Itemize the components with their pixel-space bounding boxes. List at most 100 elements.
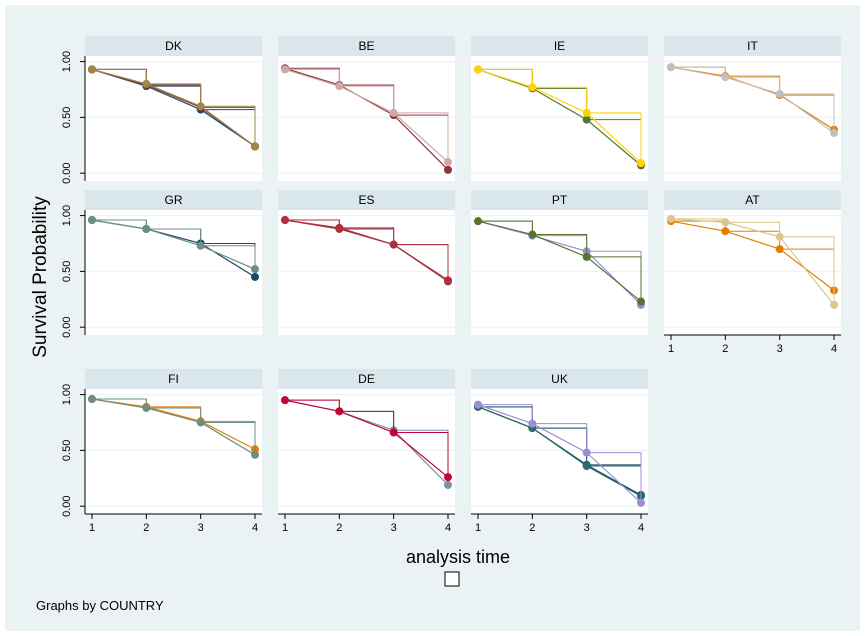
series-step-line — [92, 219, 256, 270]
panel-de: DE 1 2 3 4 — [278, 369, 455, 534]
data-point — [775, 89, 784, 98]
x-tick-label: 1 — [668, 343, 674, 355]
panel-ie: IE — [471, 36, 648, 181]
data-point — [389, 240, 398, 249]
series-step-line — [478, 404, 642, 503]
x-tick-label: 4 — [445, 522, 451, 534]
panel-title-bar — [85, 369, 262, 389]
panels: DK 0.00 0.50 1.00 BE IE IT GR 0.00 0.50 1.00 ES PT AT… — [61, 36, 841, 534]
data-point — [335, 82, 344, 91]
panel-title: AT — [745, 193, 760, 207]
series-line — [477, 404, 642, 504]
data-point — [281, 396, 289, 405]
panel-title: IE — [554, 39, 565, 53]
data-point — [637, 498, 645, 507]
graphs-by-note: Graphs by COUNTRY — [36, 598, 164, 613]
series-step-line — [671, 66, 835, 134]
data-point — [88, 216, 96, 225]
series-line — [670, 218, 835, 306]
series-line — [284, 399, 449, 478]
plot-area — [471, 389, 648, 514]
panel-at: AT 1 2 3 4 — [664, 190, 841, 355]
panel-fi: FI 0.00 0.50 1.00 1 2 3 4 — [61, 369, 262, 534]
panel-be: BE — [278, 36, 455, 181]
panel-title: UK — [551, 372, 568, 386]
data-point — [474, 217, 482, 226]
data-point — [830, 129, 838, 138]
data-point — [582, 115, 591, 124]
plot-area — [278, 210, 455, 335]
series-step-line — [285, 219, 449, 281]
data-point — [251, 450, 259, 459]
x-tick-label: 4 — [638, 522, 644, 534]
series-step-line — [285, 68, 449, 163]
y-tick-label: 1.00 — [61, 205, 73, 226]
y-axis-title: Survival Probability — [30, 196, 51, 358]
panel-title-bar — [664, 36, 841, 56]
data-point — [251, 265, 259, 274]
series-line — [284, 219, 449, 281]
legend-key-box — [444, 571, 460, 587]
data-point — [582, 462, 591, 471]
data-point — [528, 230, 537, 239]
plot-area — [85, 210, 262, 335]
y-tick-label: 0.00 — [61, 316, 73, 337]
data-point — [444, 473, 452, 482]
data-point — [637, 297, 645, 306]
panel-dk: DK 0.00 0.50 1.00 — [61, 36, 262, 184]
data-point — [142, 224, 151, 233]
panel-title-bar — [471, 36, 648, 56]
series-line — [477, 406, 642, 497]
series-step-line — [478, 220, 642, 302]
data-point — [667, 214, 675, 223]
x-tick-label: 4 — [831, 343, 837, 355]
panel-title: BE — [358, 39, 374, 53]
data-point — [389, 428, 398, 437]
x-axis-title: analysis time — [406, 547, 510, 567]
panel-title: ES — [358, 193, 374, 207]
data-point — [251, 272, 259, 281]
data-point — [721, 73, 730, 82]
data-point — [474, 400, 482, 409]
series-line — [284, 68, 449, 163]
x-tick-label: 1 — [282, 522, 288, 534]
series-step-line — [478, 68, 642, 164]
panel-uk: UK 1 2 3 4 — [471, 369, 648, 534]
series-line — [91, 219, 256, 270]
y-tick-label: 0.50 — [61, 107, 73, 128]
panel-title-bar — [85, 190, 262, 210]
series-step-line — [285, 399, 449, 478]
panel-title-bar — [471, 190, 648, 210]
x-tick-label: 1 — [89, 522, 95, 534]
data-point — [721, 218, 730, 227]
plot-area — [85, 389, 262, 514]
data-point — [281, 216, 289, 225]
plot-area — [471, 56, 648, 181]
series-step-line — [92, 68, 256, 147]
panel-title-bar — [278, 369, 455, 389]
data-point — [830, 300, 838, 309]
panel-es: ES — [278, 190, 455, 335]
data-point — [444, 276, 452, 285]
data-point — [528, 419, 537, 428]
panel-title-bar — [471, 369, 648, 389]
panel-title-bar — [85, 36, 262, 56]
panel-title: GR — [165, 193, 183, 207]
data-point — [251, 142, 259, 151]
y-tick-label: 1.00 — [61, 384, 73, 405]
x-tick-label: 3 — [198, 522, 204, 534]
data-point — [637, 159, 645, 168]
data-point — [281, 65, 289, 74]
x-tick-label: 2 — [336, 522, 342, 534]
x-tick-label: 3 — [777, 343, 783, 355]
x-tick-label: 2 — [143, 522, 149, 534]
data-point — [528, 83, 537, 92]
data-point — [389, 108, 398, 117]
data-point — [88, 65, 96, 74]
data-point — [474, 65, 482, 74]
data-point — [196, 418, 205, 427]
panel-title: IT — [747, 39, 758, 53]
panel-title: FI — [168, 372, 179, 386]
data-point — [142, 403, 151, 412]
